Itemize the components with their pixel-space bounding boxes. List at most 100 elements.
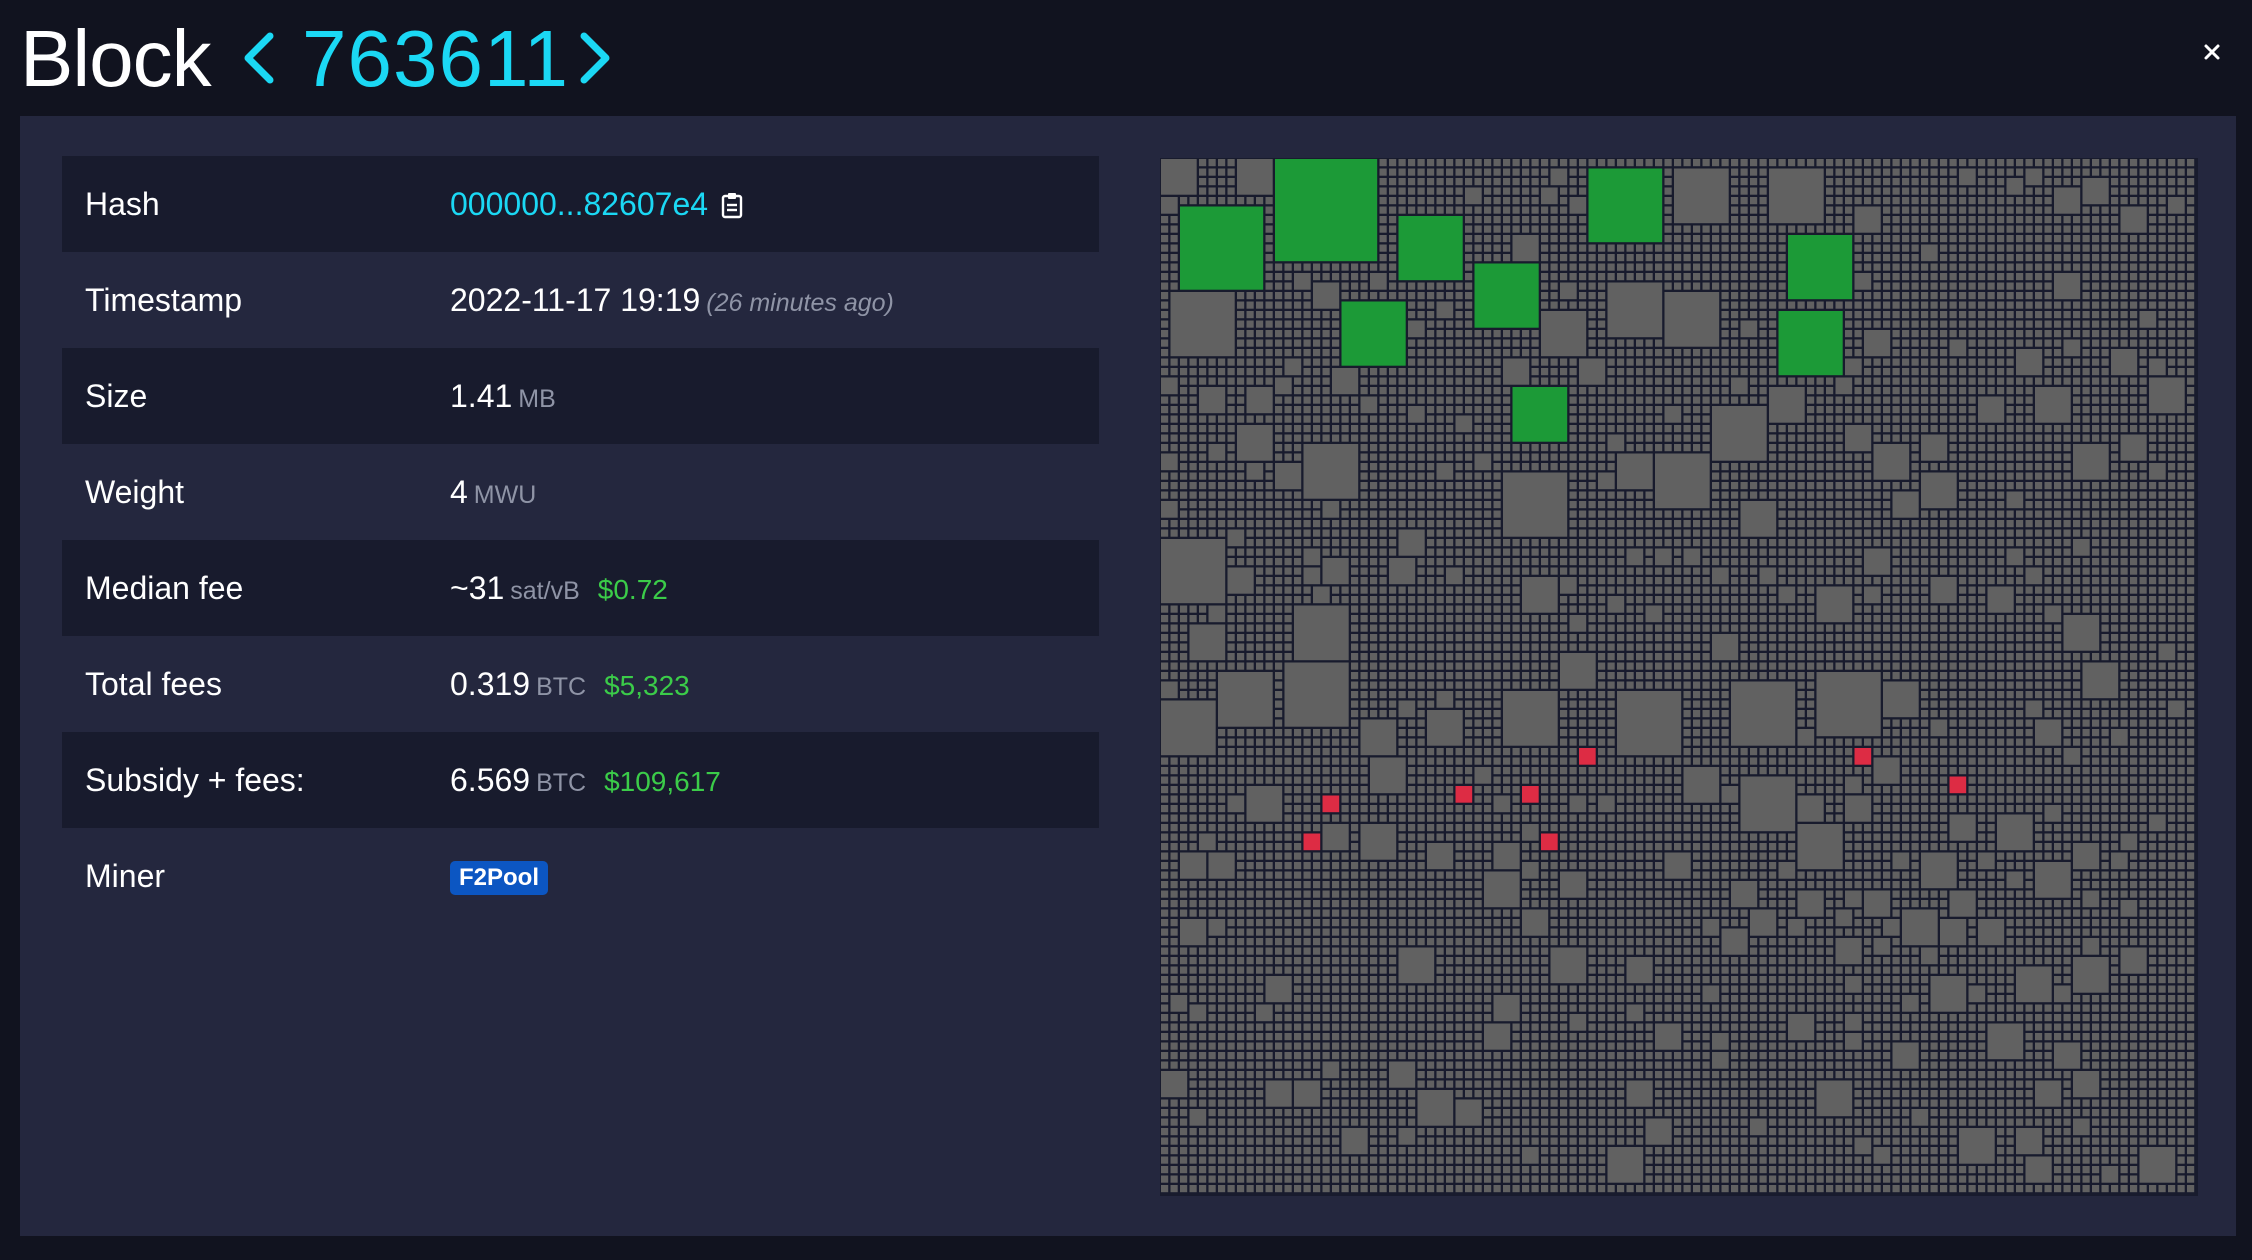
- tx-block[interactable]: [1465, 729, 1473, 737]
- tx-block[interactable]: [1645, 510, 1653, 518]
- tx-block[interactable]: [1892, 311, 1900, 319]
- tx-block[interactable]: [1968, 672, 1976, 680]
- tx-block[interactable]: [1389, 254, 1397, 262]
- tx-block[interactable]: [1313, 368, 1321, 376]
- tx-block[interactable]: [1911, 406, 1919, 414]
- tx-block[interactable]: [1531, 634, 1539, 642]
- tx-block[interactable]: [1465, 187, 1482, 205]
- tx-block[interactable]: [2073, 700, 2081, 708]
- tx-block[interactable]: [1398, 482, 1406, 490]
- tx-block[interactable]: [1170, 482, 1178, 490]
- tx-block[interactable]: [1740, 472, 1748, 480]
- tx-block[interactable]: [1446, 748, 1454, 756]
- tx-block[interactable]: [1778, 567, 1786, 575]
- tx-block[interactable]: [2016, 596, 2024, 604]
- tx-block[interactable]: [1978, 501, 1986, 509]
- tx-block[interactable]: [2149, 558, 2157, 566]
- tx-block[interactable]: [2092, 263, 2100, 271]
- tx-block[interactable]: [1569, 168, 1577, 176]
- tx-block[interactable]: [1721, 320, 1729, 328]
- tx-block[interactable]: [1807, 510, 1815, 518]
- tx-block[interactable]: [1949, 216, 1957, 224]
- tx-block[interactable]: [1978, 292, 1986, 300]
- tx-block[interactable]: [1626, 662, 1634, 670]
- tx-block[interactable]: [1569, 738, 1577, 746]
- tx-block[interactable]: [1911, 529, 1919, 537]
- tx-block[interactable]: [2120, 710, 2128, 718]
- tx-block[interactable]: [2054, 425, 2062, 433]
- tx-block[interactable]: [1360, 282, 1368, 290]
- tx-block[interactable]: [1997, 691, 2005, 699]
- tx-block[interactable]: [2120, 396, 2128, 404]
- tx-block[interactable]: [1902, 995, 1919, 1012]
- tx-block[interactable]: [2054, 596, 2062, 604]
- tx-block[interactable]: [1560, 539, 1568, 547]
- tx-block[interactable]: [2006, 624, 2014, 632]
- tx-block[interactable]: [1864, 491, 1872, 499]
- tx-block[interactable]: [1693, 700, 1701, 708]
- tx-block[interactable]: [1512, 586, 1520, 594]
- tx-block[interactable]: [1940, 748, 1948, 756]
- tx-block[interactable]: [1607, 1147, 1644, 1183]
- tx-block[interactable]: [1322, 320, 1330, 328]
- tx-block[interactable]: [1607, 596, 1625, 613]
- tx-block[interactable]: [1854, 548, 1862, 556]
- tx-block[interactable]: [1797, 824, 1843, 870]
- tx-block[interactable]: [1978, 662, 1986, 670]
- tx-block[interactable]: [1484, 396, 1492, 404]
- tx-block[interactable]: [1161, 197, 1178, 214]
- tx-block[interactable]: [2044, 691, 2052, 699]
- tx-block[interactable]: [1788, 748, 1796, 756]
- tx-block[interactable]: [1835, 653, 1843, 661]
- tx-block[interactable]: [1294, 558, 1302, 566]
- tx-block[interactable]: [1588, 548, 1596, 556]
- tx-block[interactable]: [1598, 539, 1606, 547]
- tx-block[interactable]: [1978, 691, 1986, 699]
- tx-block[interactable]: [1265, 539, 1273, 547]
- tx-block[interactable]: [1455, 311, 1463, 319]
- tx-block-highlighted[interactable]: [1588, 168, 1663, 243]
- tx-block[interactable]: [1474, 748, 1482, 756]
- tx-block[interactable]: [1750, 292, 1758, 300]
- tx-block[interactable]: [1275, 349, 1283, 357]
- tx-block[interactable]: [1484, 672, 1492, 680]
- tx-block[interactable]: [1446, 510, 1454, 518]
- tx-block[interactable]: [2139, 605, 2147, 613]
- tx-block[interactable]: [2120, 301, 2128, 309]
- tx-block[interactable]: [2044, 444, 2052, 452]
- tx-block[interactable]: [1351, 748, 1359, 756]
- tx-block[interactable]: [1712, 548, 1720, 556]
- tx-block[interactable]: [2044, 539, 2052, 547]
- tx-block[interactable]: [1807, 491, 1815, 499]
- tx-block[interactable]: [1645, 681, 1653, 689]
- tx-block[interactable]: [1588, 520, 1596, 528]
- tx-block[interactable]: [1674, 577, 1682, 585]
- tx-block[interactable]: [1693, 406, 1701, 414]
- tx-block[interactable]: [1588, 529, 1596, 537]
- tx-block[interactable]: [1417, 482, 1425, 490]
- tx-block[interactable]: [1446, 624, 1454, 632]
- tx-block[interactable]: [1256, 320, 1264, 328]
- tx-block[interactable]: [2063, 244, 2071, 252]
- tx-block[interactable]: [1664, 263, 1672, 271]
- tx-block[interactable]: [1778, 662, 1786, 670]
- tx-block[interactable]: [2073, 330, 2081, 338]
- tx-block[interactable]: [1892, 168, 1900, 176]
- tx-block[interactable]: [1522, 824, 1539, 841]
- tx-block[interactable]: [1417, 168, 1425, 176]
- tx-block[interactable]: [1750, 558, 1758, 566]
- tx-block[interactable]: [1370, 615, 1378, 623]
- tx-block[interactable]: [1237, 634, 1245, 642]
- tx-block[interactable]: [1541, 662, 1549, 670]
- tx-block[interactable]: [2111, 330, 2119, 338]
- tx-block[interactable]: [1607, 700, 1615, 708]
- tx-block[interactable]: [1579, 643, 1587, 651]
- tx-block[interactable]: [1807, 653, 1815, 661]
- tx-block[interactable]: [1807, 377, 1815, 385]
- tx-block[interactable]: [1911, 159, 1919, 167]
- tx-block[interactable]: [1569, 1014, 1587, 1031]
- tx-block[interactable]: [2130, 472, 2138, 480]
- tx-block[interactable]: [2063, 235, 2071, 243]
- tx-block[interactable]: [1826, 510, 1834, 518]
- tx-block[interactable]: [1398, 406, 1406, 414]
